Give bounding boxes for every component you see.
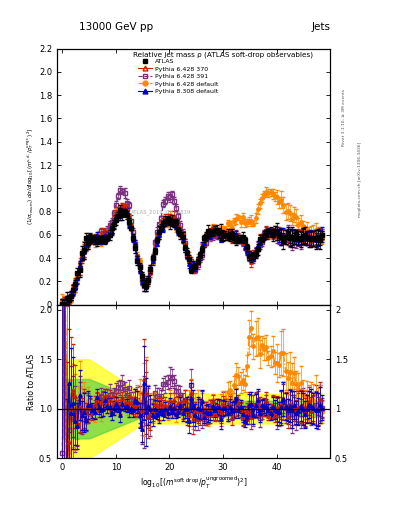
Y-axis label: $(1/\sigma_{\rm resum})$ $d\sigma/d\log_{10}[(m^{\rm s.d.}/p_T^{\rm ungr.})^2]$: $(1/\sigma_{\rm resum})$ $d\sigma/d\log_… [25,128,36,225]
Text: 13000 GeV pp: 13000 GeV pp [79,22,153,32]
Legend: ATLAS, Pythia 6.428 370, Pythia 6.428 391, Pythia 6.428 default, Pythia 8.308 de: ATLAS, Pythia 6.428 370, Pythia 6.428 39… [137,57,219,95]
Text: Relative jet mass ρ (ATLAS soft-drop observables): Relative jet mass ρ (ATLAS soft-drop obs… [134,51,314,58]
Text: mcplots.cern.ch [arXiv:1306.3436]: mcplots.cern.ch [arXiv:1306.3436] [358,142,362,217]
X-axis label: $\log_{10}[(m^{\rm soft\ drop}/p_T^{\rm ungroomed})^2]$: $\log_{10}[(m^{\rm soft\ drop}/p_T^{\rm … [140,475,248,491]
Y-axis label: Ratio to ATLAS: Ratio to ATLAS [27,353,36,410]
Text: Jets: Jets [311,22,330,32]
Text: Rivet 3.1.10, ≥ 3M events: Rivet 3.1.10, ≥ 3M events [342,89,346,146]
Text: ATLAS_2019_I1772819: ATLAS_2019_I1772819 [130,209,191,216]
